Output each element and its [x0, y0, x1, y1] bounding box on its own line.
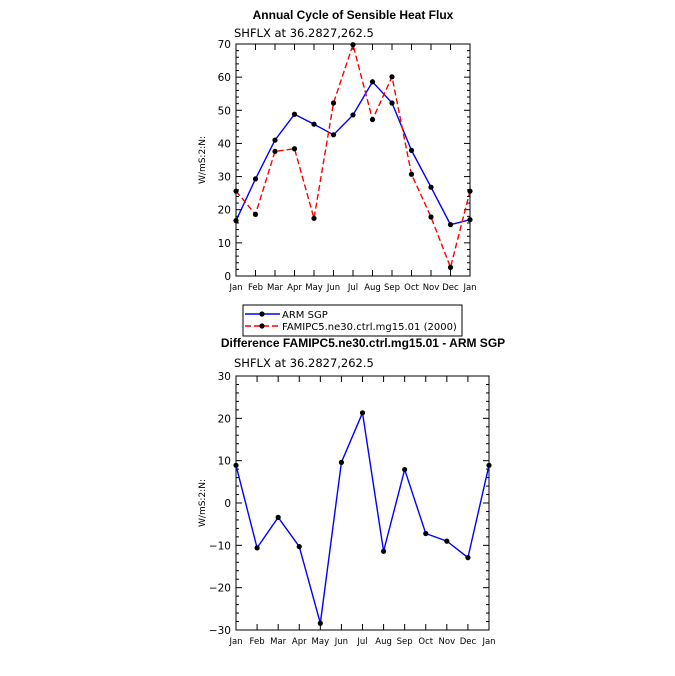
data-point [380, 548, 387, 554]
data-point [350, 42, 356, 48]
data-point [350, 112, 356, 118]
data-point [408, 147, 415, 153]
data-point [311, 121, 317, 127]
x-tick-label: Apr [287, 283, 302, 293]
x-tick-label: Oct [404, 283, 419, 293]
difference-chart: Difference FAMIPC5.ne30.ctrl.mg15.01 - A… [198, 336, 505, 647]
x-tick-label: Nov [439, 637, 456, 647]
chart-title: Difference FAMIPC5.ne30.ctrl.mg15.01 - A… [221, 336, 505, 350]
data-point [317, 620, 323, 626]
data-point [275, 514, 281, 520]
x-tick-label: Nov [423, 283, 440, 293]
data-point [428, 214, 434, 220]
x-tick-label: May [305, 283, 323, 293]
y-tick-label: −10 [209, 540, 231, 552]
x-tick-label: Mar [270, 637, 287, 647]
data-point [291, 146, 298, 152]
data-point [291, 111, 298, 117]
data-point [369, 79, 376, 85]
x-tick-label: Oct [418, 637, 433, 647]
x-tick-label: Feb [248, 283, 263, 293]
y-tick-label: 70 [218, 39, 231, 51]
data-point [402, 466, 408, 473]
x-tick-label: Dec [460, 637, 477, 647]
legend-label-arm-sgp: ARM SGP [282, 310, 328, 321]
x-tick-label: Jun [326, 283, 340, 293]
legend-label-model: FAMIPC5.ne30.ctrl.mg15.01 (2000) [282, 322, 457, 333]
x-tick-label: Aug [375, 637, 392, 647]
y-tick-label: 30 [218, 371, 231, 383]
data-point [338, 459, 345, 465]
x-tick-label: Dec [442, 283, 459, 293]
y-tick-label: −30 [209, 625, 231, 637]
x-tick-label: Aug [364, 283, 381, 293]
x-tick-label: Feb [250, 637, 265, 647]
legend-marker-arm-sgp [259, 311, 265, 317]
y-tick-label: 60 [218, 72, 231, 84]
y-tick-label: 10 [218, 238, 231, 250]
series-line-1 [235, 42, 471, 270]
data-point [447, 222, 454, 228]
series-line-0 [235, 410, 490, 624]
data-point [428, 184, 434, 190]
data-point [467, 188, 473, 194]
data-point [272, 137, 278, 143]
x-tick-label: Jan [462, 283, 476, 293]
data-point [486, 462, 492, 468]
data-point [369, 116, 376, 123]
chart-title: Annual Cycle of Sensible Heat Flux [253, 8, 454, 22]
x-tick-label: Jun [334, 637, 348, 647]
y-tick-label: 0 [224, 498, 231, 510]
y-tick-label: 20 [218, 205, 231, 217]
data-point [233, 218, 239, 224]
legend-box [242, 304, 463, 337]
data-point [252, 211, 259, 217]
x-tick-label: Jul [347, 283, 358, 293]
x-tick-label: Mar [267, 283, 284, 293]
data-point [233, 188, 239, 194]
y-tick-label: 0 [224, 271, 231, 283]
data-point [465, 555, 471, 561]
chart-subtitle: SHFLX at 36.2827,262.5 [234, 26, 374, 40]
annual-cycle-chart: Annual Cycle of Sensible Heat Flux SHFLX… [198, 8, 477, 293]
y-tick-label: 10 [218, 456, 231, 468]
y-tick-label: 50 [218, 105, 231, 117]
data-point [359, 410, 366, 416]
data-point [408, 171, 415, 177]
x-tick-label: Sep [384, 283, 400, 293]
x-tick-label: Sep [397, 637, 413, 647]
x-tick-label: Jul [356, 637, 367, 647]
legend: ARM SGP FAMIPC5.ne30.ctrl.mg15.01 (2000) [242, 304, 463, 337]
data-point [330, 132, 337, 138]
data-point [423, 530, 429, 537]
data-point [252, 176, 259, 182]
data-point [467, 217, 473, 223]
y-tick-label: −20 [209, 583, 231, 595]
y-tick-label: 30 [218, 172, 231, 184]
data-point [330, 100, 337, 106]
data-point [389, 74, 395, 80]
x-tick-label: Jan [228, 637, 242, 647]
x-tick-label: Jan [228, 283, 242, 293]
y-tick-label: 40 [218, 138, 231, 150]
data-point [233, 462, 239, 468]
data-point [254, 545, 260, 551]
data-point [296, 544, 302, 550]
x-tick-label: Jan [481, 637, 495, 647]
chart-subtitle: SHFLX at 36.2827,262.5 [234, 356, 374, 370]
y-axis-label: W/mS:2:N: [198, 136, 208, 184]
x-tick-label: May [312, 637, 330, 647]
series-line-0 [235, 80, 471, 226]
data-point [447, 264, 454, 270]
data-point [311, 215, 317, 221]
legend-marker-model [259, 323, 265, 329]
data-point [389, 100, 395, 106]
y-tick-label: 20 [218, 413, 231, 425]
data-point [444, 538, 450, 544]
y-axis-label: W/mS:2:N: [198, 479, 208, 527]
x-tick-label: Apr [292, 637, 307, 647]
plot-frame [235, 43, 471, 277]
data-point [272, 148, 278, 154]
